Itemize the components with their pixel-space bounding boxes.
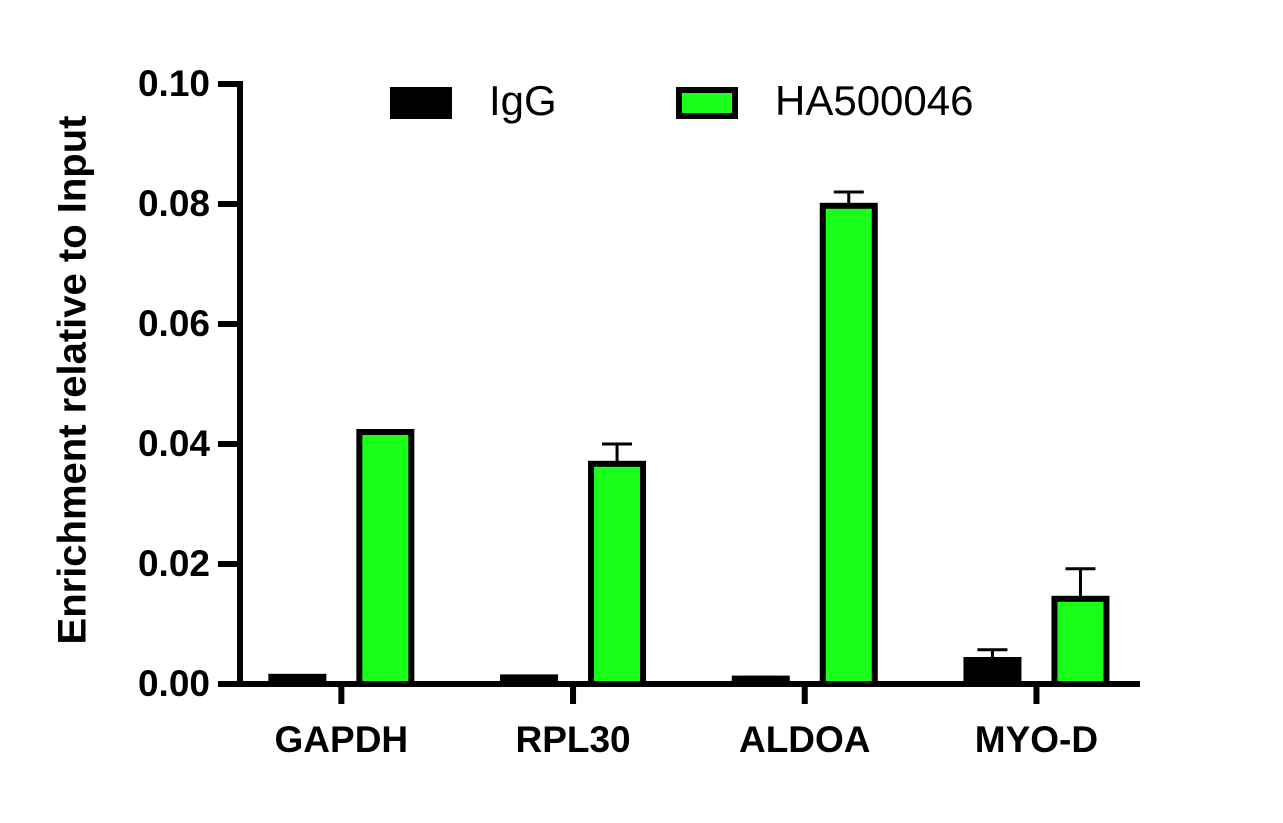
y-tick-label: 0.04 [138, 423, 210, 464]
y-tick-label: 0.00 [138, 663, 210, 704]
bar [963, 657, 1022, 687]
y-tick-label: 0.10 [138, 63, 210, 104]
x-tick-label: RPL30 [515, 719, 630, 760]
bar [731, 675, 790, 687]
x-tick-label: ALDOA [739, 719, 871, 760]
legend-swatch [390, 87, 452, 119]
error-bar [1065, 567, 1096, 599]
x-tick-label: MYO-D [975, 719, 1098, 760]
legend-label: IgG [489, 77, 557, 124]
bar [356, 429, 415, 687]
error-bar [602, 442, 633, 464]
legend-label: HA500046 [775, 77, 974, 124]
x-tick-label: GAPDH [275, 719, 409, 760]
bar [1051, 595, 1110, 687]
bar [819, 202, 878, 688]
y-tick-label: 0.02 [138, 543, 210, 584]
bar [268, 673, 327, 687]
bar [588, 460, 647, 687]
y-tick-label: 0.06 [138, 303, 210, 344]
legend-swatch [676, 87, 738, 119]
bar [500, 674, 559, 688]
y-tick-label: 0.08 [138, 183, 210, 224]
y-axis-label: Enrichment relative to Input [51, 116, 95, 645]
